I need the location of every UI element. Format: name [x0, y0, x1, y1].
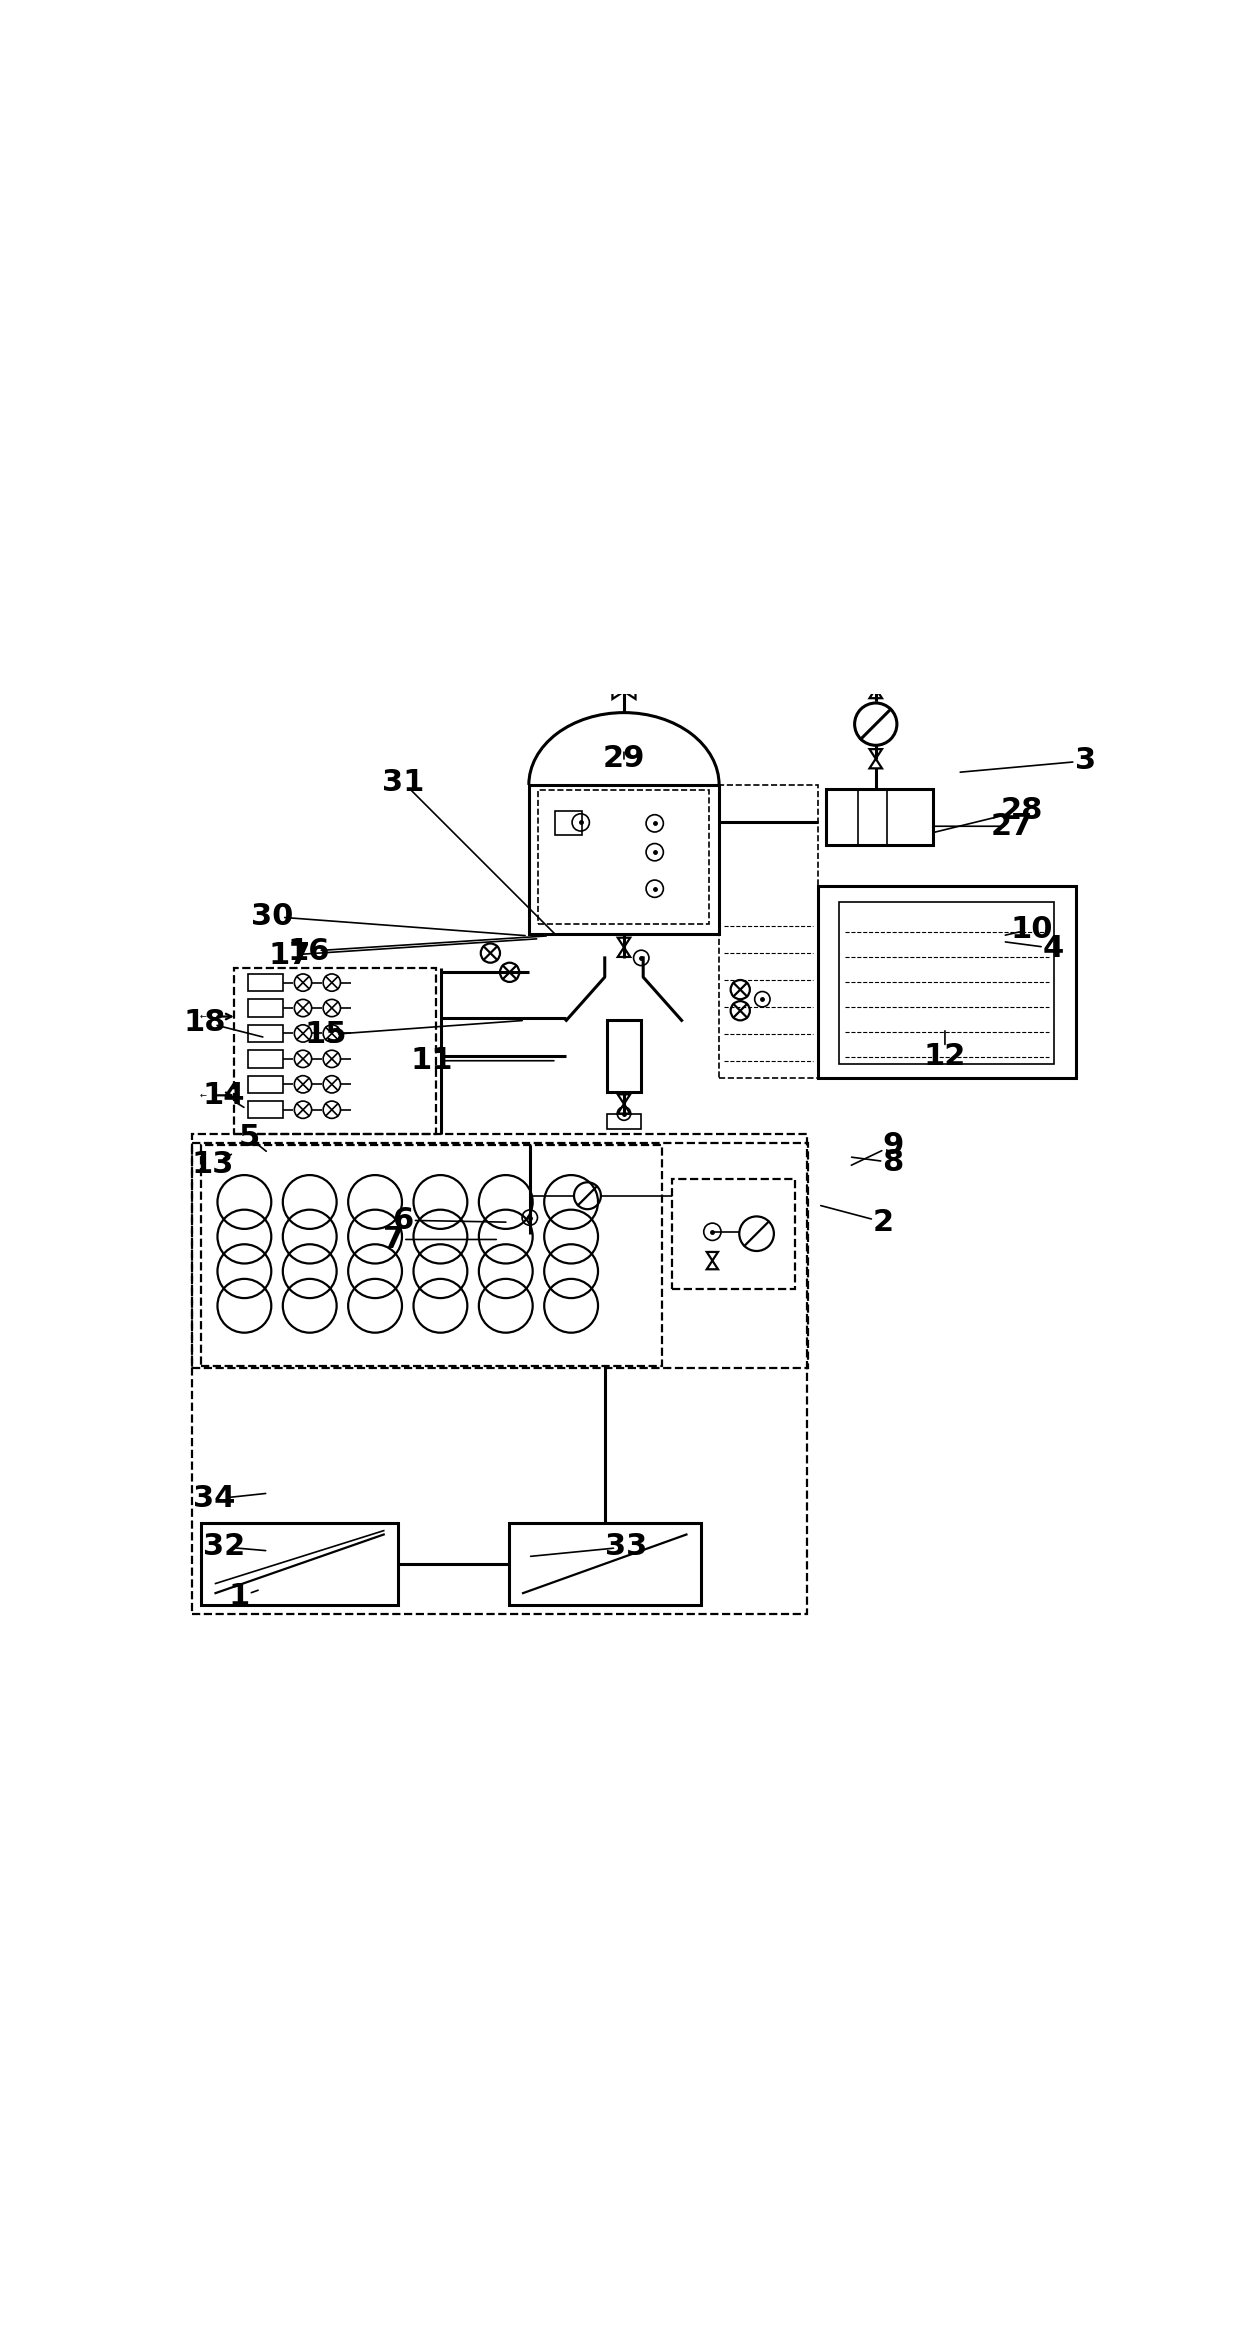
Bar: [248, 1076, 283, 1093]
Text: 2: 2: [873, 1207, 894, 1237]
Text: 3: 3: [1075, 746, 1096, 777]
Text: 27: 27: [991, 811, 1033, 842]
Bar: [606, 1114, 641, 1130]
Bar: [248, 1025, 283, 1042]
Bar: [839, 902, 1054, 1063]
Text: 18: 18: [184, 1007, 226, 1037]
Bar: [508, 1523, 701, 1604]
Text: ←: ←: [200, 1011, 207, 1021]
Text: 10: 10: [1011, 914, 1053, 944]
Bar: [234, 970, 435, 1135]
Text: 17: 17: [268, 942, 311, 970]
Bar: [826, 790, 934, 846]
Text: 33: 33: [605, 1532, 647, 1562]
Text: 16: 16: [288, 937, 330, 965]
Text: 30: 30: [250, 902, 294, 930]
Bar: [608, 1021, 641, 1093]
Bar: [201, 1523, 398, 1604]
Text: 34: 34: [193, 1483, 236, 1514]
Bar: [191, 1144, 807, 1367]
Text: 5: 5: [238, 1123, 260, 1153]
Bar: [248, 1102, 283, 1118]
Bar: [672, 1179, 795, 1290]
Text: 15: 15: [305, 1021, 347, 1049]
Text: 32: 32: [203, 1532, 246, 1562]
Bar: [528, 786, 719, 935]
Text: 12: 12: [924, 1042, 966, 1072]
Text: 31: 31: [382, 767, 424, 797]
Bar: [248, 974, 283, 990]
Bar: [191, 1135, 806, 1614]
Bar: [818, 886, 1075, 1079]
Text: 4: 4: [1043, 935, 1064, 963]
Text: 8: 8: [883, 1149, 904, 1176]
Bar: [719, 786, 818, 1079]
Text: 13: 13: [191, 1151, 234, 1179]
Text: 14: 14: [203, 1081, 246, 1109]
Bar: [201, 1146, 662, 1367]
Text: 1: 1: [229, 1583, 250, 1611]
Bar: [538, 790, 709, 925]
Text: 29: 29: [603, 744, 645, 774]
Text: ←: ←: [200, 1090, 207, 1100]
Text: 6: 6: [392, 1207, 414, 1235]
Bar: [554, 811, 582, 835]
Text: 9: 9: [883, 1130, 904, 1160]
Text: 11: 11: [410, 1046, 453, 1074]
Bar: [248, 1000, 283, 1016]
Text: 28: 28: [1001, 797, 1043, 825]
Text: 7: 7: [383, 1225, 404, 1253]
Bar: [248, 1051, 283, 1067]
